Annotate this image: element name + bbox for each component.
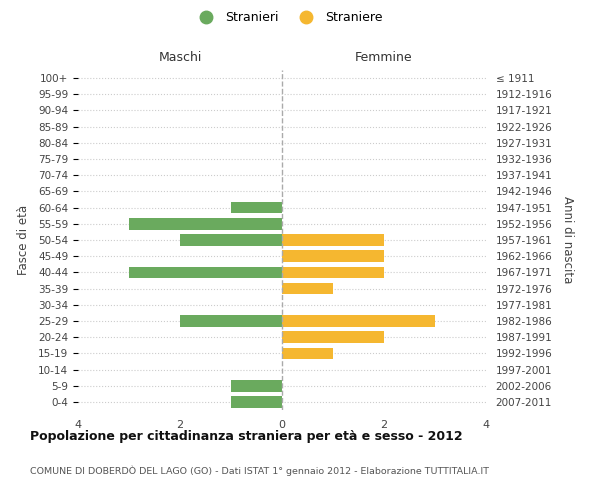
Bar (180, 315, 282, 327)
Text: Femmine: Femmine (355, 50, 413, 64)
Bar (282, 266, 384, 278)
Y-axis label: Fasce di età: Fasce di età (17, 205, 29, 275)
Text: COMUNE DI DOBERDÒ DEL LAGO (GO) - Dati ISTAT 1° gennaio 2012 - Elaborazione TUTT: COMUNE DI DOBERDÒ DEL LAGO (GO) - Dati I… (30, 465, 489, 475)
Bar (231, 396, 282, 407)
Y-axis label: Anni di nascita: Anni di nascita (561, 196, 574, 284)
Bar (282, 348, 333, 359)
Bar (129, 266, 282, 278)
Bar (231, 202, 282, 213)
Bar (282, 315, 435, 327)
Legend: Stranieri, Straniere: Stranieri, Straniere (189, 6, 387, 29)
Text: Popolazione per cittadinanza straniera per età e sesso - 2012: Popolazione per cittadinanza straniera p… (30, 430, 463, 443)
Bar (129, 218, 282, 230)
Bar (231, 380, 282, 392)
Text: Maschi: Maschi (158, 50, 202, 64)
Bar (282, 282, 333, 294)
Bar (282, 332, 384, 343)
Bar (282, 250, 384, 262)
Bar (282, 234, 384, 246)
Bar (180, 234, 282, 246)
